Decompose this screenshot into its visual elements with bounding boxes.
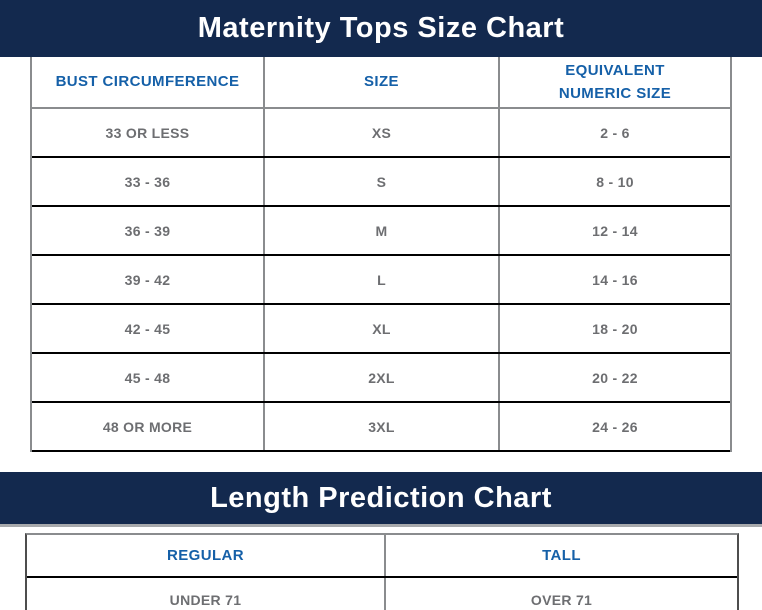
- numeric-size-cell: 8 - 10: [498, 158, 730, 205]
- numeric-size-cell: 20 - 22: [498, 354, 730, 401]
- table-row: 33 - 36 S 8 - 10: [32, 158, 730, 207]
- regular-length-cell: UNDER 71: [169, 591, 242, 608]
- table-row: UNDER 71 OVER 71: [27, 578, 737, 610]
- table-row: 36 - 39 M 12 - 14: [32, 207, 730, 256]
- table-row: 42 - 45 XL 18 - 20: [32, 305, 730, 354]
- bust-cell: 33 OR LESS: [105, 124, 190, 141]
- column-header-tall: TALL: [384, 535, 737, 576]
- size-cell: XL: [263, 305, 498, 352]
- table-row: 48 OR MORE 3XL 24 - 26: [32, 403, 730, 452]
- bust-cell: 36 - 39: [124, 222, 171, 239]
- column-header-equivalent-numeric-size: EQUIVALENT NUMERIC SIZE: [498, 57, 730, 107]
- column-header-bust-circumference: BUST CIRCUMFERENCE: [55, 73, 240, 91]
- size-cell: L: [263, 256, 498, 303]
- size-chart-banner: Maternity Tops Size Chart: [0, 0, 762, 57]
- bust-cell: 39 - 42: [124, 271, 171, 288]
- maternity-tops-size-table: BUST CIRCUMFERENCE SIZE EQUIVALENT NUMER…: [30, 57, 732, 452]
- table-header-row: REGULAR TALL: [27, 535, 737, 578]
- numeric-size-cell: 12 - 14: [498, 207, 730, 254]
- bust-cell: 48 OR MORE: [102, 418, 193, 435]
- bust-cell: 45 - 48: [124, 369, 171, 386]
- length-prediction-table: REGULAR TALL UNDER 71 OVER 71: [25, 533, 739, 610]
- column-header-size: SIZE: [263, 57, 498, 107]
- size-cell: XS: [263, 109, 498, 156]
- tall-length-cell: OVER 71: [384, 578, 737, 610]
- bust-cell: 33 - 36: [124, 173, 171, 190]
- numeric-size-cell: 14 - 16: [498, 256, 730, 303]
- table-row: 33 OR LESS XS 2 - 6: [32, 109, 730, 158]
- table-row: 39 - 42 L 14 - 16: [32, 256, 730, 305]
- length-prediction-banner: Length Prediction Chart: [0, 472, 762, 527]
- size-chart-title: Maternity Tops Size Chart: [197, 12, 565, 44]
- size-cell: 2XL: [263, 354, 498, 401]
- bust-cell: 42 - 45: [124, 320, 171, 337]
- numeric-size-cell: 18 - 20: [498, 305, 730, 352]
- numeric-size-cell: 2 - 6: [498, 109, 730, 156]
- numeric-size-cell: 24 - 26: [498, 403, 730, 450]
- column-header-regular: REGULAR: [167, 547, 244, 564]
- table-row: 45 - 48 2XL 20 - 22: [32, 354, 730, 403]
- size-cell: 3XL: [263, 403, 498, 450]
- table-header-row: BUST CIRCUMFERENCE SIZE EQUIVALENT NUMER…: [32, 57, 730, 109]
- length-prediction-title: Length Prediction Chart: [210, 481, 552, 514]
- size-cell: S: [263, 158, 498, 205]
- size-cell: M: [263, 207, 498, 254]
